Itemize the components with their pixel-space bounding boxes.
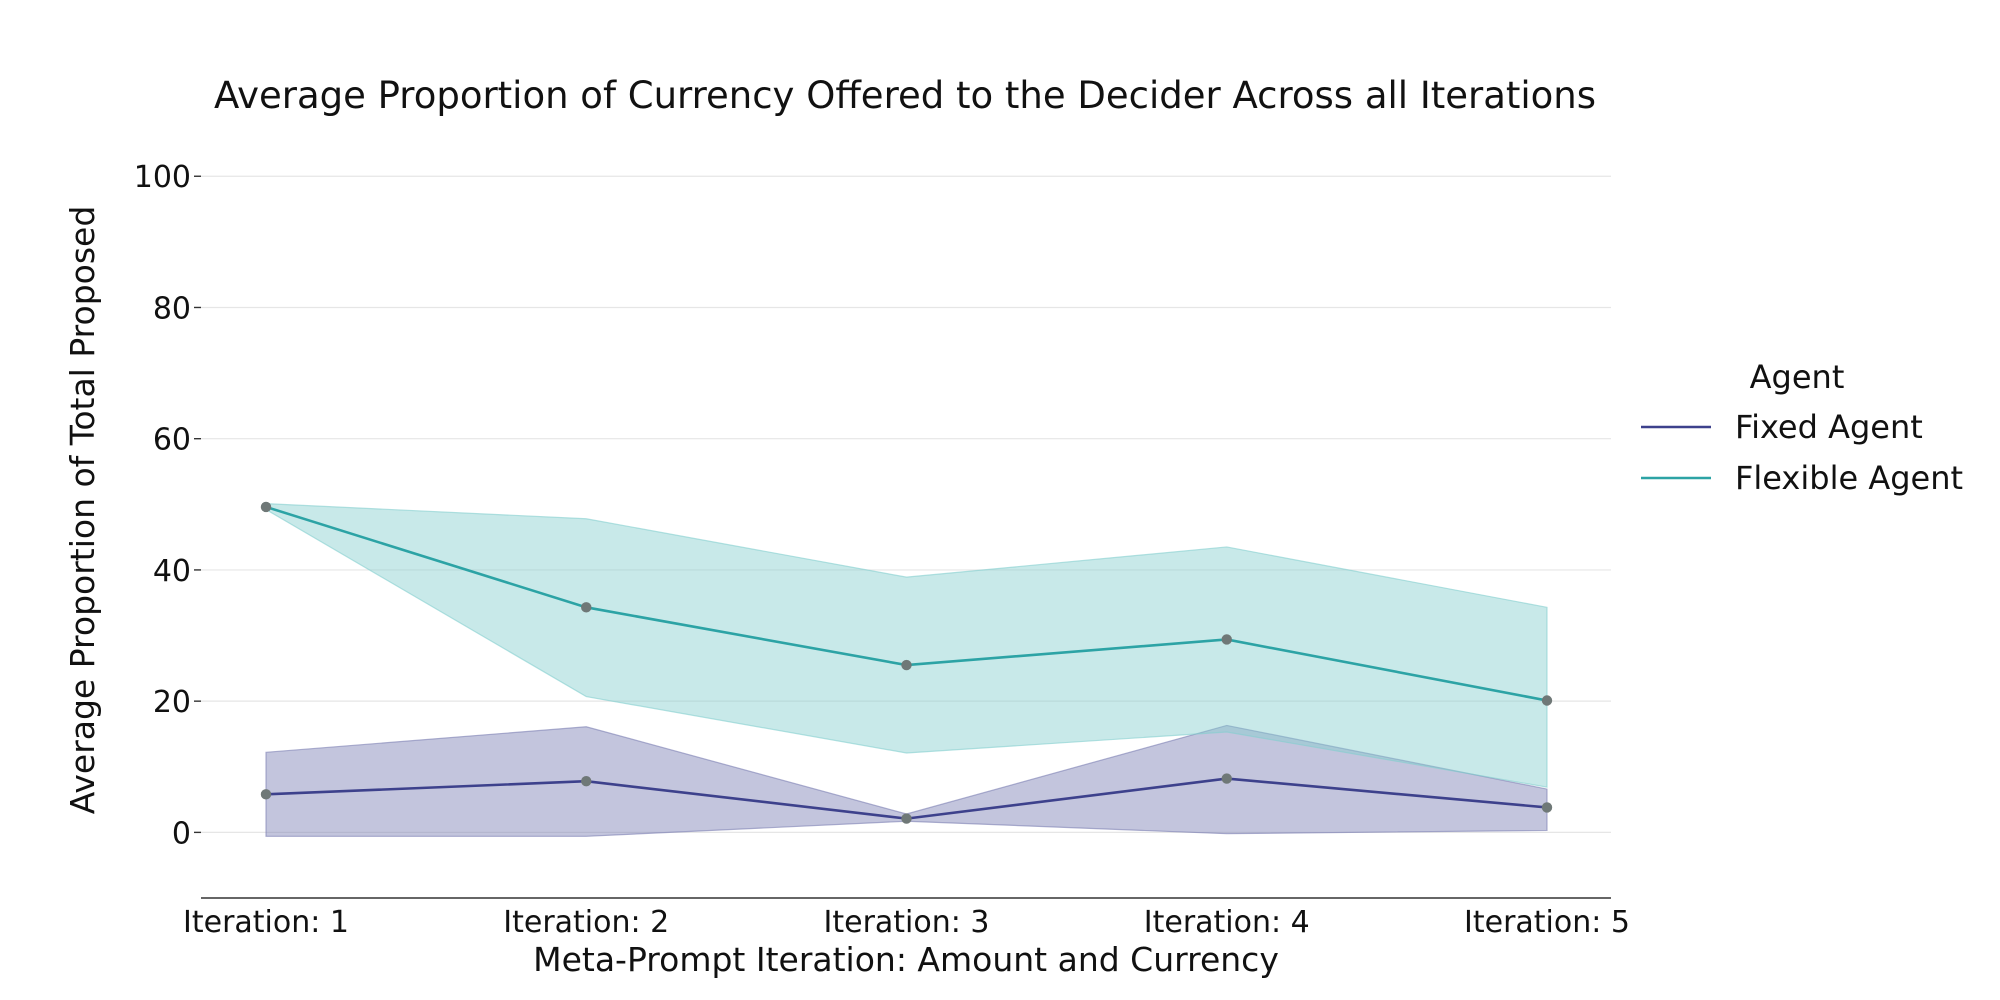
flexible-agent-point-3 xyxy=(901,659,912,671)
fixed-agent-point-5 xyxy=(1541,802,1553,813)
y-tick-label-4: 80 xyxy=(153,291,191,326)
y-tick-label-1: 20 xyxy=(153,685,191,720)
x-tick-label-3: Iteration: 4 xyxy=(1144,905,1310,940)
confidence-bands xyxy=(265,503,1548,837)
x-tick-label-0: Iteration: 1 xyxy=(183,905,349,940)
fixed-agent-point-1 xyxy=(260,789,272,800)
legend-title: Agent xyxy=(1750,358,1845,396)
flexible-agent-point-5 xyxy=(1541,695,1553,706)
y-tick-label-0: 0 xyxy=(172,816,191,851)
y-axis-label: Average Proportion of Total Proposed xyxy=(63,206,102,815)
legend-items: Fixed Agent Flexible Agent xyxy=(1641,408,1963,497)
flexible-agent-confidence-band xyxy=(265,503,1548,788)
x-axis-label: Meta-Prompt Iteration: Amount and Curren… xyxy=(533,940,1279,979)
data-points xyxy=(260,501,1553,824)
y-tick-label-2: 40 xyxy=(153,554,191,589)
flexible-agent-point-2 xyxy=(581,602,592,613)
fixed-agent-point-4 xyxy=(1221,773,1232,784)
fixed-agent-confidence-band xyxy=(265,724,1548,837)
chart-title: Average Proportion of Currency Offered t… xyxy=(214,74,1596,117)
flexible-agent-point-1 xyxy=(260,501,272,513)
y-tick-label-3: 60 xyxy=(153,423,191,458)
x-tick-label-1: Iteration: 2 xyxy=(503,905,669,940)
x-axis-ticks: Iteration: 1 Iteration: 2 Iteration: 3 Iter… xyxy=(183,905,1630,940)
fixed-agent-point-3 xyxy=(901,813,912,824)
legend: Agent Fixed Agent Flexible Agent xyxy=(1641,358,1963,497)
flexible-agent-point-4 xyxy=(1221,634,1232,645)
fixed-agent-point-2 xyxy=(581,776,592,787)
x-tick-label-2: Iteration: 3 xyxy=(824,905,990,940)
y-tick-label-5: 100 xyxy=(134,160,191,195)
x-tick-label-4: Iteration: 5 xyxy=(1464,905,1630,940)
y-axis-ticks: 0 20 40 60 80 100 xyxy=(134,160,201,851)
legend-label-flexible-agent: Flexible Agent xyxy=(1735,459,1963,497)
legend-label-fixed-agent: Fixed Agent xyxy=(1735,408,1923,446)
